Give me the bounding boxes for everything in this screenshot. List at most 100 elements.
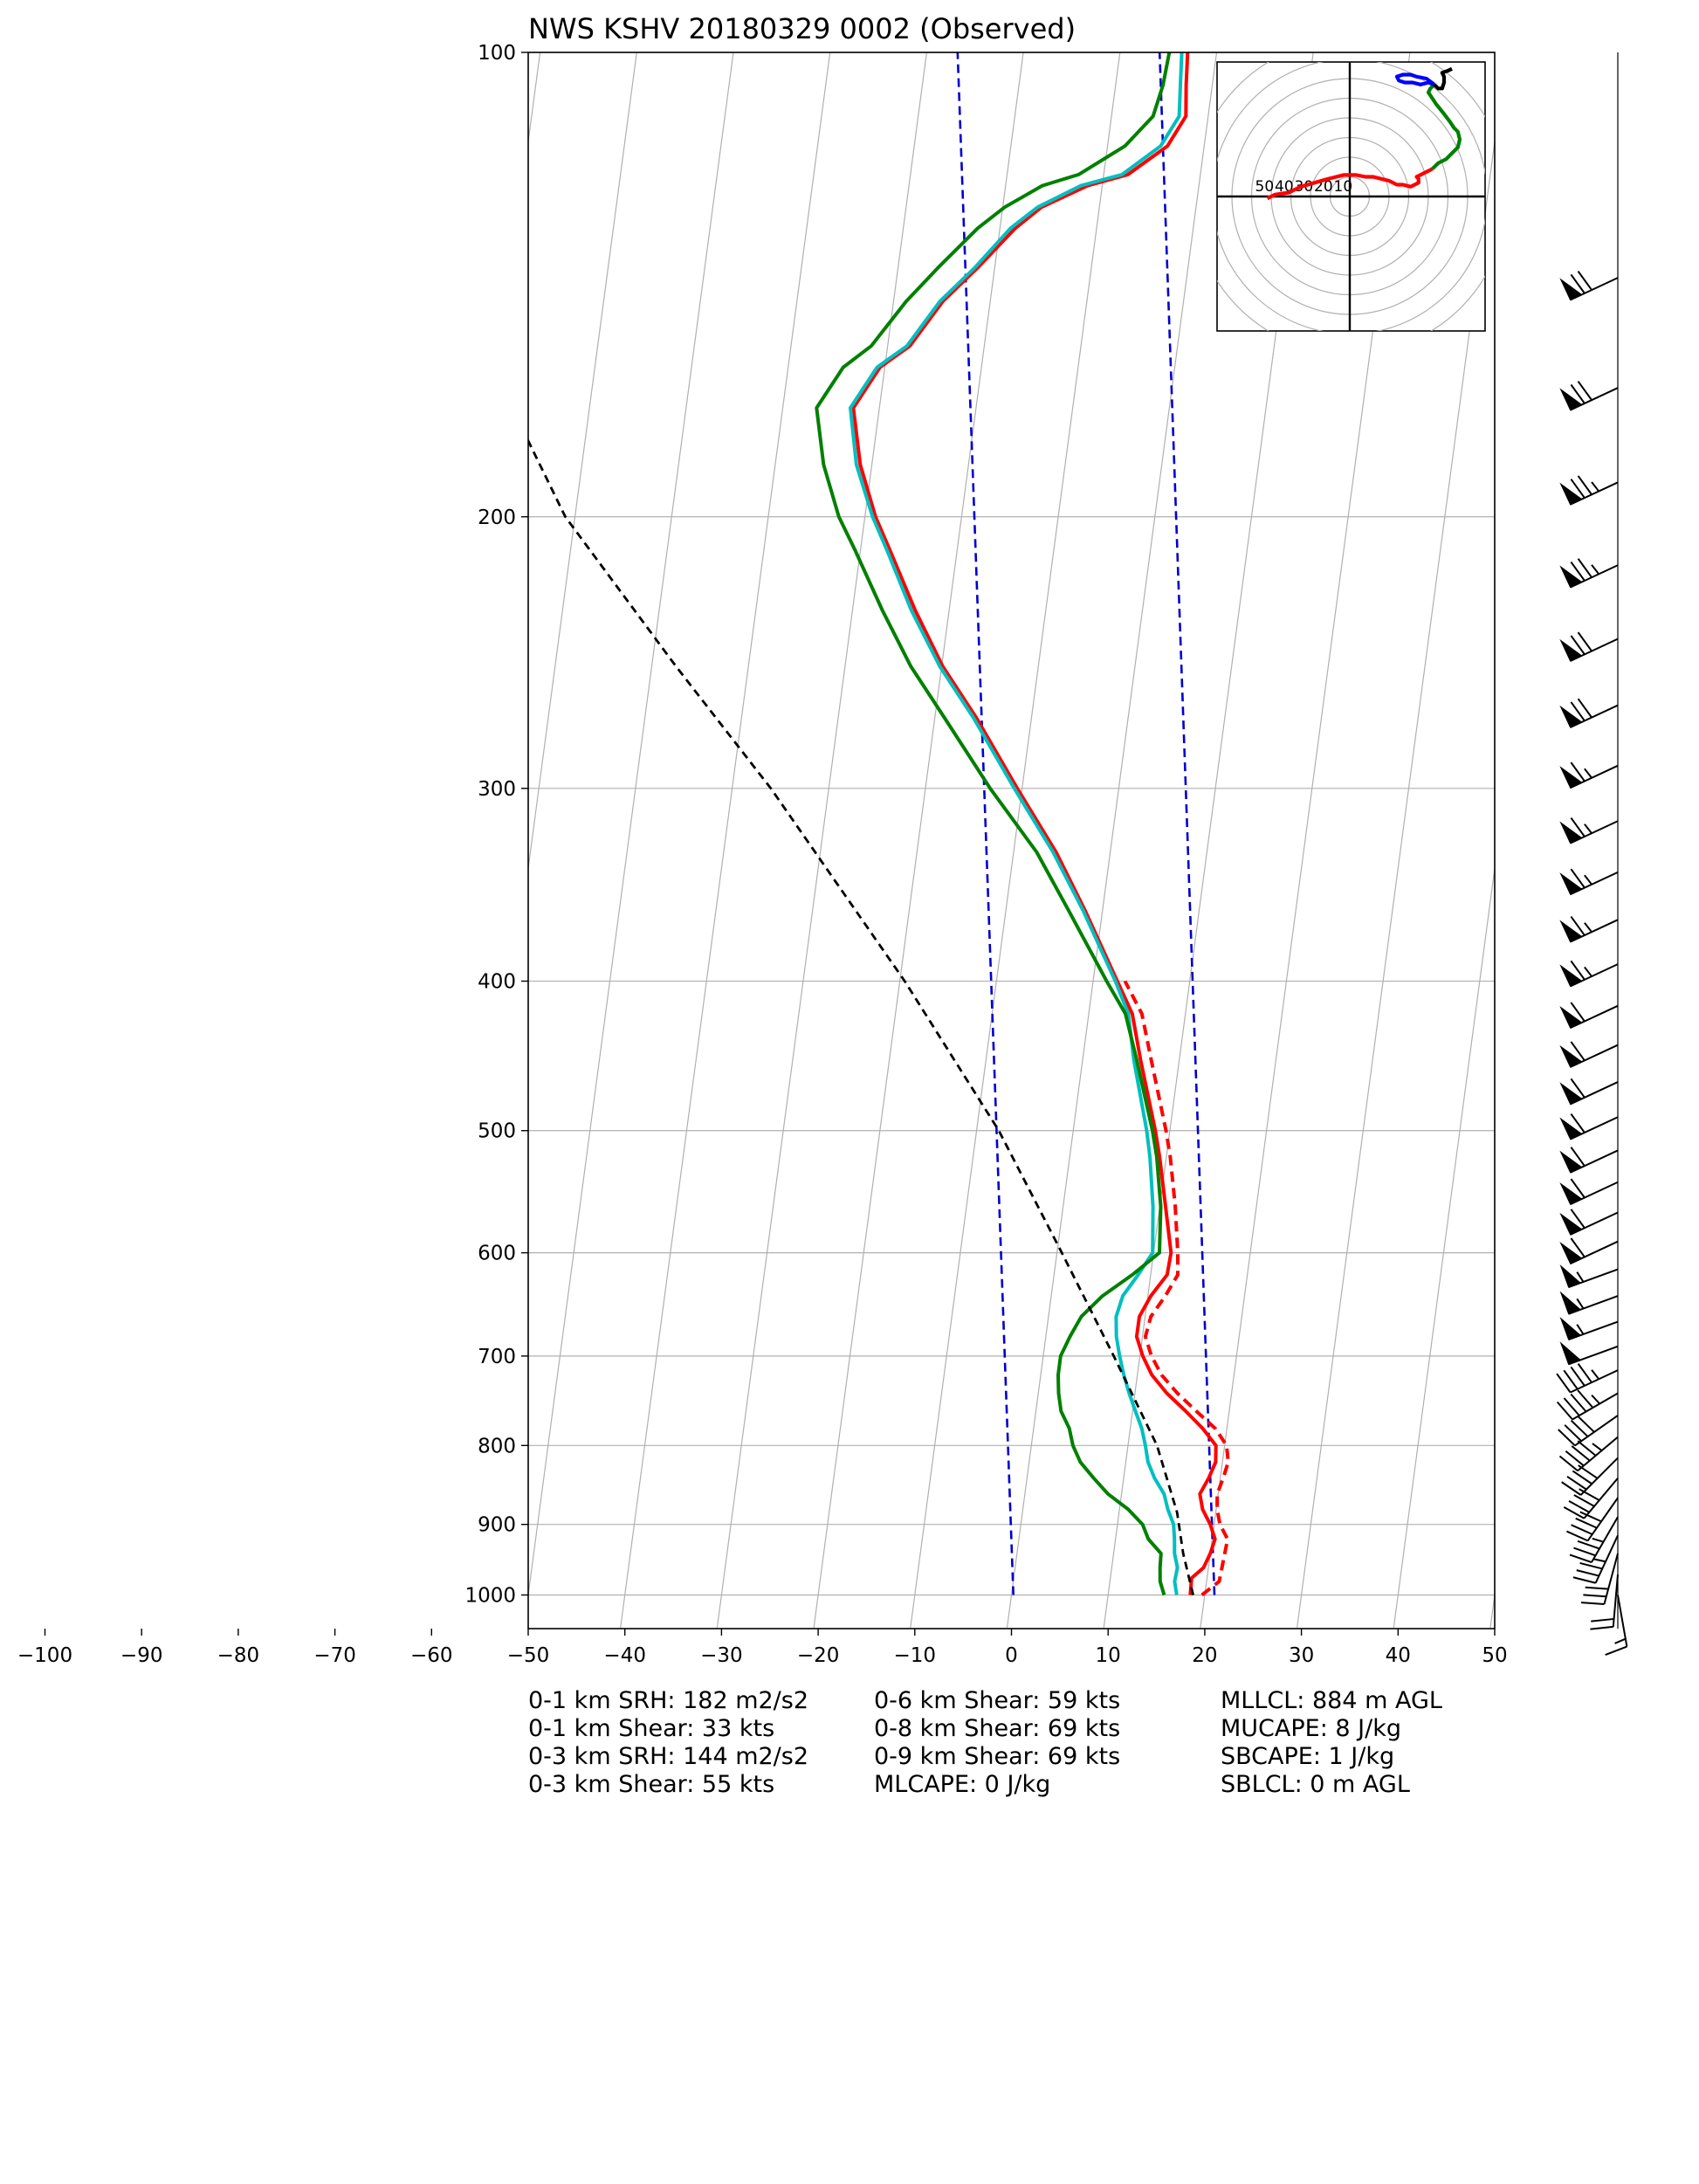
wind-barb	[1559, 816, 1619, 844]
wind-barb-column	[1556, 52, 1628, 1656]
stat-line: 0-8 km Shear: 69 kts	[874, 1715, 1120, 1742]
wind-barb	[1559, 1041, 1619, 1068]
wind-barb-staff	[1594, 1534, 1619, 1584]
isotherm--60	[528, 52, 637, 872]
y-tick-label: 600	[478, 1243, 516, 1265]
x-tick-label: −90	[120, 1644, 163, 1667]
wetbulb-line	[849, 52, 1184, 1595]
y-tick-label: 100	[478, 42, 516, 65]
stat-line: MLLCL: 884 m AGL	[1221, 1687, 1442, 1714]
wind-barb	[1559, 868, 1619, 896]
wind-barb	[1559, 475, 1619, 506]
wind-barb-flag	[1577, 475, 1592, 495]
wind-barb-half-flag	[1592, 1443, 1603, 1451]
hodograph-ring-label: 50	[1255, 178, 1275, 196]
isotherm-40	[1393, 864, 1495, 1629]
y-tick-label: 300	[478, 778, 516, 801]
wind-barb	[1559, 558, 1619, 589]
wind-barb-flag	[1570, 916, 1586, 936]
wind-barb-pennant	[1559, 638, 1583, 662]
chart-title: NWS KSHV 20180329 0002 (Observed)	[528, 12, 1076, 45]
wind-barb-flag	[1570, 1419, 1589, 1437]
wind-barb-flag	[1570, 1178, 1586, 1199]
y-tick-label: 200	[478, 506, 516, 529]
wind-barb-half-flag	[1591, 1369, 1600, 1380]
wind-barb-flag	[1577, 631, 1592, 652]
wind-barb-flag	[1564, 1424, 1582, 1442]
isotherm--10	[910, 52, 1121, 1629]
wind-barb	[1563, 1478, 1619, 1519]
wind-barb-flag	[1573, 1494, 1595, 1507]
isotherm-0	[1006, 52, 1218, 1629]
wind-barb-flag	[1605, 1645, 1627, 1656]
wind-barb-flag	[1577, 698, 1592, 719]
wind-barb-flag	[1556, 1373, 1572, 1394]
wind-barb	[1569, 1516, 1619, 1564]
wind-barb-half-flag	[1593, 1558, 1606, 1563]
wind-barb-pennant	[1559, 1212, 1583, 1236]
y-tick-label: 1000	[464, 1585, 516, 1608]
wind-barb-flag	[1570, 761, 1586, 782]
x-axis-ticks: −100 −90 −80 −70 −60 −50 −40 −30 −20 −10 0 10 20 30 40…	[17, 1629, 1508, 1667]
wind-barb-flag	[1573, 1547, 1596, 1557]
x-tick-label: 30	[1289, 1644, 1314, 1667]
mixing-ratio-line-2	[1158, 52, 1216, 1595]
x-tick-label: −10	[894, 1644, 937, 1667]
wind-barb-flag	[1571, 1524, 1593, 1535]
wind-barb	[1556, 1389, 1619, 1421]
y-tick-label: 500	[478, 1120, 516, 1143]
stat-line: 0-1 km SRH: 182 m2/s2	[528, 1687, 808, 1714]
wind-barb	[1559, 1237, 1619, 1264]
wind-barb-flag	[1570, 1393, 1587, 1413]
wind-barb-flag	[1583, 1594, 1606, 1598]
wind-barb-staff	[1617, 1595, 1628, 1647]
wind-barb-staff	[1574, 1415, 1619, 1447]
x-tick-label: −50	[507, 1644, 550, 1667]
isotherm--20	[813, 52, 1024, 1629]
wind-barb-flag	[1563, 1397, 1580, 1416]
wind-barb-flag	[1577, 271, 1592, 291]
wind-barb-flag	[1570, 1041, 1586, 1061]
wind-barb-staff	[1603, 1553, 1619, 1605]
wind-barb-flag	[1570, 479, 1586, 499]
isotherm--40	[620, 52, 831, 1629]
wind-barb-flag	[1572, 1470, 1592, 1485]
wind-barb-flag	[1570, 635, 1586, 655]
hodograph-ring-label: 10	[1334, 178, 1353, 196]
stat-line: SBLCL: 0 m AGL	[1221, 1771, 1410, 1798]
x-tick-label: −60	[410, 1644, 453, 1667]
wind-barb-flag	[1569, 1554, 1592, 1564]
wind-barb-pennant	[1559, 1082, 1583, 1106]
wind-barb	[1559, 1264, 1619, 1289]
x-tick-label: −70	[313, 1644, 356, 1667]
wind-barb	[1559, 1291, 1619, 1315]
wind-barb-flag	[1570, 816, 1586, 837]
wind-barb-half-flag	[1591, 1395, 1600, 1405]
wind-barb-staff	[1577, 1436, 1619, 1471]
y-tick-label: 900	[478, 1514, 516, 1537]
wind-barb-flag	[1585, 1586, 1609, 1590]
wind-barb-pennant	[1559, 1117, 1583, 1140]
x-tick-label: 50	[1482, 1644, 1507, 1667]
wind-barb-flag	[1565, 1450, 1585, 1467]
wind-barb-flag	[1575, 1517, 1598, 1529]
wind-barb-flag	[1570, 383, 1586, 404]
parcel-path-line	[528, 437, 1194, 1595]
wind-barb-flag	[1570, 273, 1586, 294]
wind-barb-flag	[1570, 701, 1586, 721]
x-tick-label: −100	[17, 1644, 72, 1667]
wind-barb	[1558, 1436, 1619, 1472]
hodograph-trace-3	[1394, 72, 1436, 86]
wind-barb-flag	[1571, 1445, 1591, 1462]
wind-barb-flag	[1561, 1481, 1582, 1496]
wind-barb	[1559, 1316, 1619, 1340]
wind-barb-pennant	[1559, 920, 1583, 943]
wind-barb-flag	[1570, 868, 1586, 889]
wind-barb-pennant	[1559, 1150, 1583, 1174]
wind-barb-staff	[1612, 1574, 1619, 1627]
wind-barb	[1559, 1113, 1619, 1140]
x-tick-label: −20	[797, 1644, 840, 1667]
hodograph-trace-1	[1266, 167, 1434, 201]
wind-barb-pennant	[1559, 1291, 1582, 1315]
hodograph-inset: 50 40 30 20 10	[1216, 61, 1486, 332]
